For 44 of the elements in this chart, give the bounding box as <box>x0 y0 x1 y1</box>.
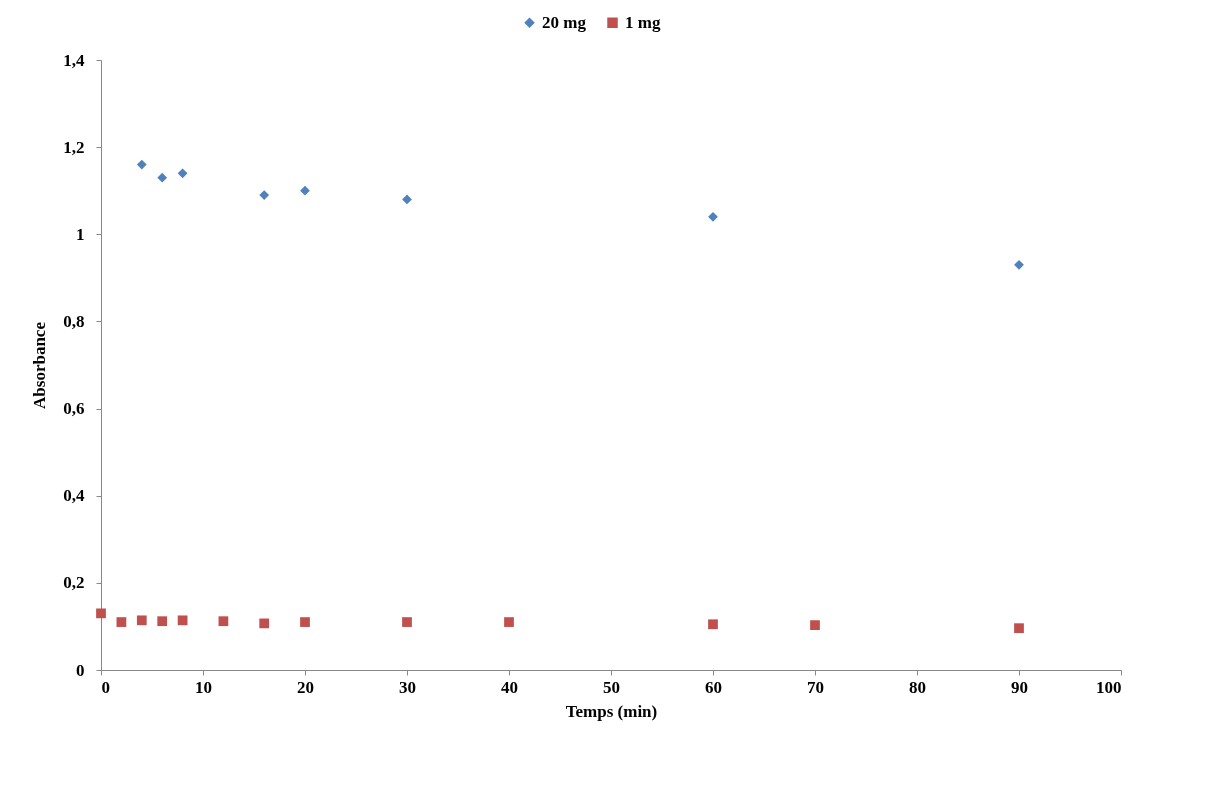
legend-label: 1 mg <box>625 12 661 32</box>
point <box>157 172 168 183</box>
point <box>116 617 127 627</box>
point <box>402 617 412 627</box>
x-axis-title: Temps (min) <box>565 701 658 721</box>
point <box>177 168 188 179</box>
point <box>218 616 229 627</box>
y-axis-title: Absorbance <box>30 321 50 409</box>
point <box>96 608 106 619</box>
point <box>402 194 412 205</box>
point <box>177 615 188 626</box>
x-tick-label: 50 <box>603 677 620 697</box>
point <box>1014 259 1024 270</box>
x-tick-label: 10 <box>195 677 212 697</box>
x-tick-label: 30 <box>399 677 416 697</box>
y-tick-label: 1,4 <box>63 50 85 70</box>
x-tick-label: 100 <box>1096 677 1122 697</box>
point <box>1014 623 1024 634</box>
x-tick-label: 20 <box>297 677 314 697</box>
point <box>300 617 310 627</box>
point <box>300 185 310 196</box>
y-tick-label: 0,6 <box>63 399 85 419</box>
x-tick-label: 70 <box>807 677 824 697</box>
point <box>810 620 820 630</box>
point <box>504 617 514 627</box>
y-tick-label: 0,2 <box>63 573 85 593</box>
point <box>259 618 270 629</box>
y-tick-label: 0 <box>76 660 85 680</box>
x-tick-label: 60 <box>705 677 722 697</box>
legend-label: 20 mg <box>542 12 587 32</box>
y-tick-label: 1,2 <box>63 137 85 157</box>
x-tick-label: 0 <box>101 677 110 697</box>
point <box>708 619 718 630</box>
y-tick-label: 0,8 <box>63 311 85 331</box>
y-tick-label: 0,4 <box>63 486 85 506</box>
point <box>136 615 147 626</box>
point <box>708 211 718 222</box>
y-tick-label: 1 <box>76 224 85 244</box>
point <box>157 616 168 627</box>
point <box>259 190 270 200</box>
point <box>136 159 147 170</box>
x-tick-label: 90 <box>1011 677 1028 697</box>
x-tick-label: 40 <box>501 677 518 697</box>
x-tick-label: 80 <box>909 677 926 697</box>
